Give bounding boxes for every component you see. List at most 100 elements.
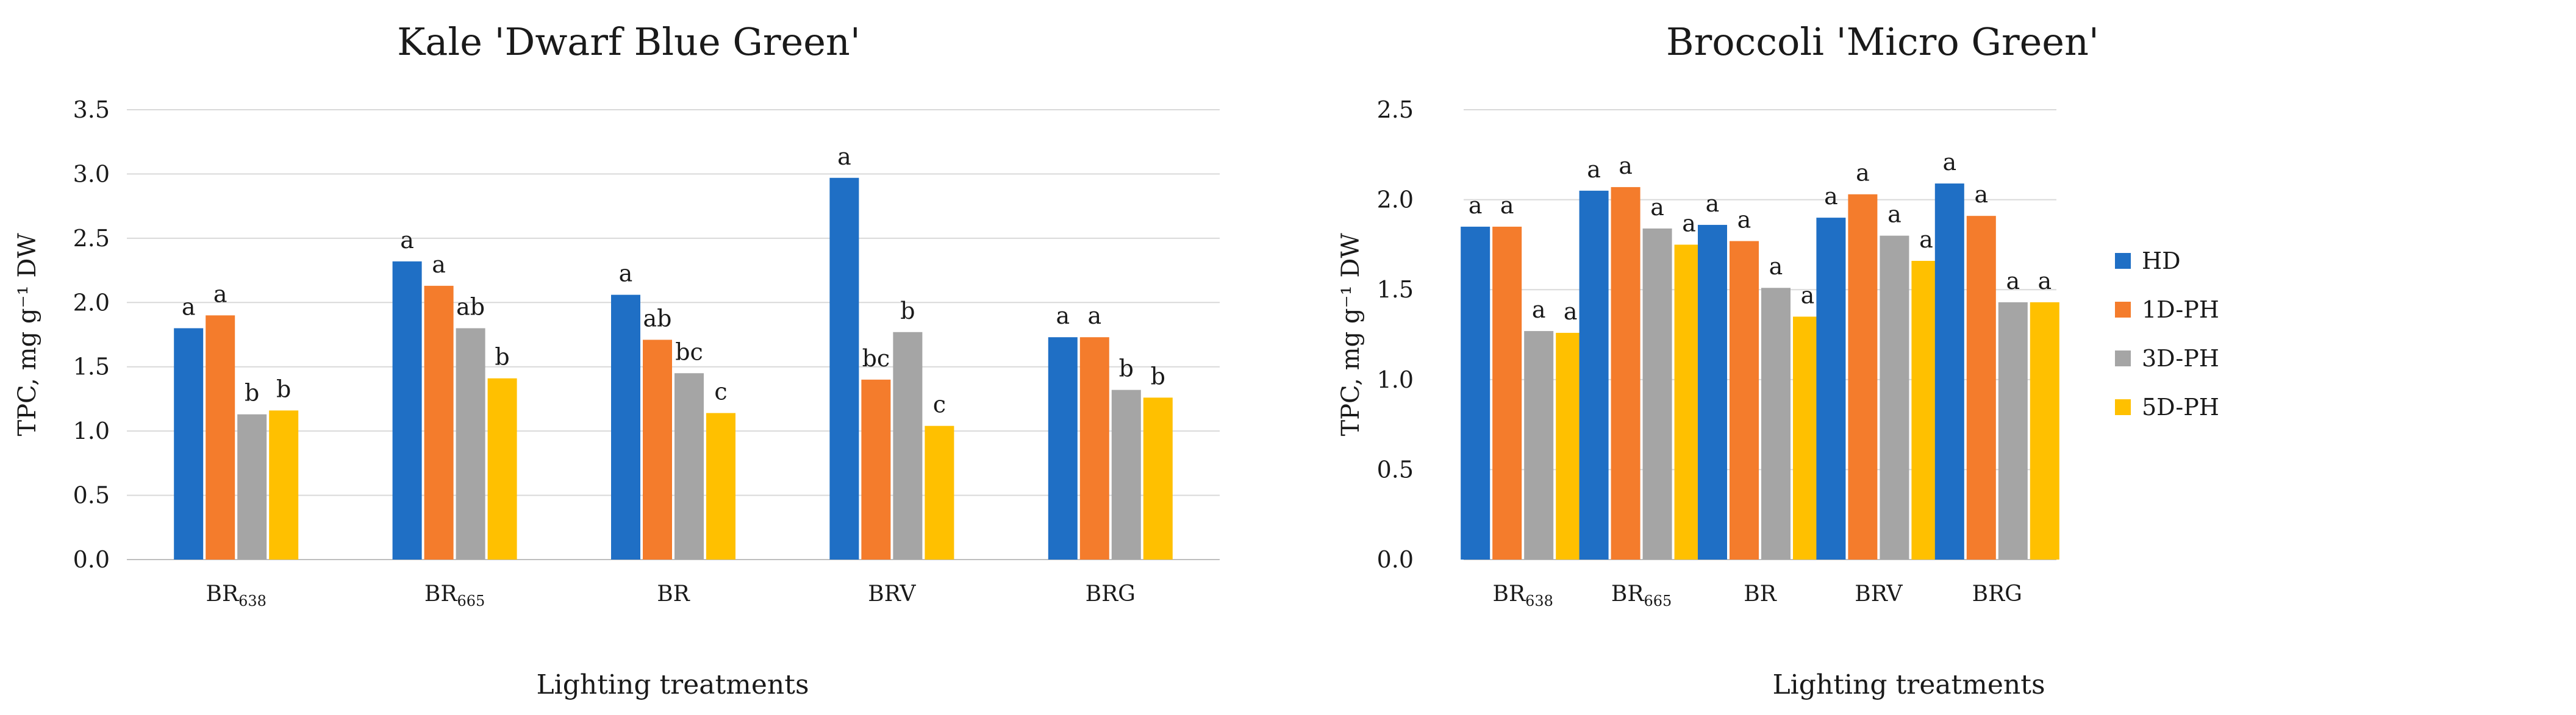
significance-label: a [1706,190,1720,217]
x-tick-label: BR [657,582,690,607]
significance-label: a [400,227,414,254]
bar-hd-1 [174,328,204,560]
significance-label: a [432,251,446,278]
x-tick-label: BR665 [1611,582,1672,610]
bar-hd-3 [611,294,640,560]
bar-hd-5 [1048,337,1078,560]
legend-label-hd: HD [2142,247,2181,274]
significance-label: a [1087,302,1101,329]
y-tick-label: 1.0 [1377,366,1414,393]
bar-1d-ph-4 [1848,194,1878,560]
significance-label: a [1974,181,1988,208]
x-tick-label: BR665 [424,582,485,610]
significance-label: a [837,143,851,170]
x-axis-label: Lighting treatments [1772,669,2045,700]
bar-1d-ph-3 [1730,241,1759,560]
significance-label: a [1887,201,1902,228]
significance-label: a [1919,226,1933,253]
legend-swatch-3d-ph [2115,350,2131,366]
y-tick-label: 0.0 [1377,546,1414,573]
bar-1d-ph-1 [1492,226,1522,560]
significance-label: a [1619,152,1633,179]
bar-hd-4 [829,177,859,560]
significance-label: bc [675,338,703,365]
bar-5d-ph-5 [2030,302,2059,560]
x-tick-label-base: BRG [1086,582,1136,607]
bar-3d-ph-5 [1998,302,2028,560]
significance-label: a [1056,302,1070,329]
bar-3d-ph-2 [456,328,485,560]
significance-label: a [2006,268,2020,294]
bar-hd-4 [1816,218,1846,560]
significance-label: a [1587,156,1601,183]
y-tick-label: 1.0 [73,418,110,444]
bar-1d-ph-4 [861,379,891,560]
y-tick-label: 2.5 [1377,96,1414,123]
bar-5d-ph-4 [925,425,954,560]
significance-label: bc [862,345,890,372]
legend-swatch-5d-ph [2115,399,2131,415]
bar-hd-5 [1934,183,1964,560]
x-tick-label: BR638 [206,582,267,610]
significance-label: a [2038,268,2052,294]
x-tick-label-base: BR [424,582,457,607]
significance-label: a [1942,149,1956,176]
y-tick-label: 0.0 [73,546,110,573]
x-tick-label-base: BR [1493,582,1526,607]
x-tick-label-base: BR [206,582,239,607]
chart-2: Broccoli 'Micro Green' 0.0 0.5 1.0 1.5 2.0 2.5… [1337,20,2099,700]
y-tick-label: 3.5 [73,96,110,123]
y-tick-label: 3.0 [73,160,110,187]
bar-5d-ph-1 [269,410,299,560]
y-tick-label: 1.5 [1377,276,1414,303]
x-axis-label: Lighting treatments [536,669,809,700]
x-tick-label: BRV [868,582,916,607]
legend-swatch-hd [2115,253,2131,269]
legend-item-1d-ph: 1D-PH [2115,288,2274,331]
significance-label: a [1500,192,1514,219]
significance-label: a [1682,210,1696,237]
y-axis-label: TPC, mg g⁻¹ DW [1337,233,1365,436]
bar-3d-ph-1 [237,414,267,560]
significance-label: a [1824,183,1838,210]
legend-label-5d-ph: 5D-PH [2142,394,2219,421]
bar-1d-ph-2 [1611,187,1640,560]
significance-label: a [619,260,633,287]
bar-hd-1 [1461,226,1490,560]
bar-hd-2 [1579,190,1609,560]
bar-3d-ph-4 [893,332,923,560]
significance-label: ab [456,293,485,320]
significance-label: b [1119,355,1134,382]
x-tick-label-base: BRG [1972,582,2022,607]
bar-3d-ph-3 [674,373,704,560]
legend-item-3d-ph: 3D-PH [2115,337,2274,380]
bar-3d-ph-5 [1111,390,1141,560]
significance-label: a [213,280,227,307]
x-tick-label-base: BR [1744,582,1776,607]
chart-title: Kale 'Dwarf Blue Green' [397,20,860,64]
x-tick-label-subscript: 665 [457,592,485,610]
bar-1d-ph-5 [1079,337,1109,560]
y-tick-label: 1.5 [73,354,110,380]
bar-hd-2 [392,261,422,560]
x-tick-label: BRV [1855,582,1903,607]
y-tick-label: 2.5 [73,225,110,252]
chart-title: Broccoli 'Micro Green' [1666,20,2099,64]
legend-label-3d-ph: 3D-PH [2142,345,2219,372]
x-tick-label-base: BR [1611,582,1644,607]
legend: HD 1D-PH 3D-PH 5D-PH [2115,240,2274,435]
significance-label: b [495,344,509,371]
x-tick-label-base: BRV [1855,582,1903,607]
significance-label: b [900,297,915,324]
bar-5d-ph-3 [706,413,735,560]
significance-label: a [1564,298,1578,325]
significance-label: a [1769,253,1783,280]
significance-label: c [933,391,946,418]
bar-3d-ph-3 [1761,288,1791,560]
y-tick-label: 2.0 [1377,187,1414,213]
significance-label: a [1856,160,1870,187]
chart-1: Kale 'Dwarf Blue Green' 0.0 0.5 1.0 1.5 2.0 2.… [13,20,1220,700]
significance-label: ab [643,305,672,332]
bar-3d-ph-4 [1880,235,1909,560]
significance-label: a [1469,192,1483,219]
